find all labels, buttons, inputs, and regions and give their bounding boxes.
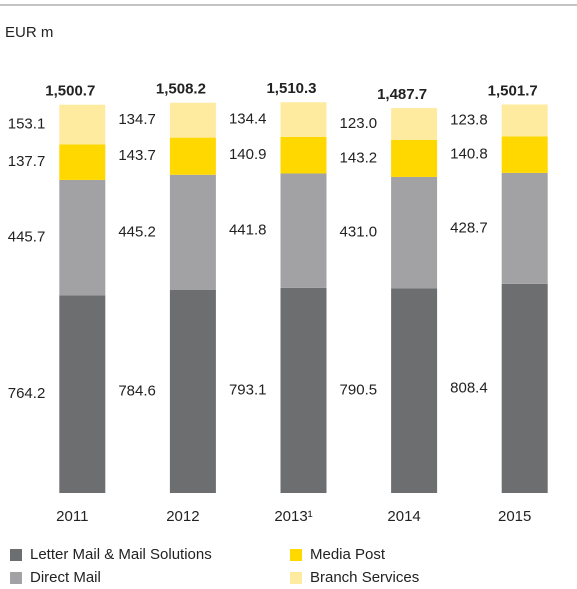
bar-segment bbox=[169, 102, 216, 138]
total-label: 1,500.7 bbox=[45, 83, 95, 100]
legend-swatch bbox=[10, 572, 22, 584]
legend-label: Media Post bbox=[310, 546, 386, 563]
legend-swatch bbox=[290, 572, 302, 584]
segment-label: 143.2 bbox=[340, 149, 378, 166]
segment-label: 764.2 bbox=[8, 385, 46, 402]
segment-label: 428.7 bbox=[450, 219, 488, 236]
bar-segment bbox=[280, 173, 327, 288]
segment-label: 793.1 bbox=[229, 381, 267, 398]
unit-label: EUR m bbox=[5, 24, 53, 41]
x-tick-label: 2012 bbox=[166, 508, 199, 525]
bar-segment bbox=[169, 174, 216, 290]
segment-label: 445.2 bbox=[118, 223, 156, 240]
segment-label: 441.8 bbox=[229, 222, 267, 239]
total-label: 1,501.7 bbox=[488, 82, 538, 99]
segment-label: 123.8 bbox=[450, 111, 488, 128]
segment-label: 153.1 bbox=[8, 115, 46, 132]
bar-segment bbox=[501, 172, 548, 284]
segment-label: 431.0 bbox=[340, 224, 378, 241]
segment-label: 134.7 bbox=[118, 111, 156, 128]
bar-segment bbox=[501, 283, 548, 493]
bar-segment bbox=[391, 108, 438, 140]
total-label: 1,510.3 bbox=[266, 80, 316, 97]
segment-label: 143.7 bbox=[118, 147, 156, 164]
segment-label: 790.5 bbox=[340, 382, 378, 399]
segment-label: 140.9 bbox=[229, 146, 267, 163]
segment-label: 140.8 bbox=[450, 146, 488, 163]
segment-label: 445.7 bbox=[8, 229, 46, 246]
legend-label: Branch Services bbox=[310, 569, 419, 586]
x-tick-label: 2015 bbox=[498, 508, 531, 525]
x-tick-label: 2013¹ bbox=[274, 508, 312, 525]
segment-label: 134.4 bbox=[229, 111, 267, 128]
bar-segment bbox=[59, 179, 106, 296]
bar-segment bbox=[391, 288, 438, 493]
bar-segment bbox=[501, 104, 548, 137]
segment-label: 123.0 bbox=[340, 115, 378, 132]
bar-segment bbox=[59, 144, 106, 180]
bar-segment bbox=[280, 137, 327, 174]
bar-segment bbox=[169, 289, 216, 493]
bar-segment bbox=[391, 176, 438, 289]
bar-segment bbox=[280, 102, 327, 138]
segment-label: 137.7 bbox=[8, 153, 46, 170]
bar-segment bbox=[391, 139, 438, 177]
legend-swatch bbox=[290, 549, 302, 561]
x-tick-label: 2014 bbox=[387, 508, 420, 525]
segment-label: 784.6 bbox=[118, 382, 156, 399]
legend-label: Direct Mail bbox=[30, 569, 101, 586]
bar-segment bbox=[169, 137, 216, 175]
x-tick-label: 2011 bbox=[56, 508, 88, 525]
bar-segment bbox=[501, 136, 548, 173]
total-label: 1,487.7 bbox=[377, 86, 427, 103]
total-label: 1,508.2 bbox=[156, 81, 206, 98]
bar-segment bbox=[59, 295, 106, 493]
legend-swatch bbox=[10, 549, 22, 561]
bar-segment bbox=[59, 104, 106, 145]
segment-label: 808.4 bbox=[450, 379, 488, 396]
bar-segment bbox=[280, 287, 327, 493]
legend-label: Letter Mail & Mail Solutions bbox=[30, 546, 212, 563]
